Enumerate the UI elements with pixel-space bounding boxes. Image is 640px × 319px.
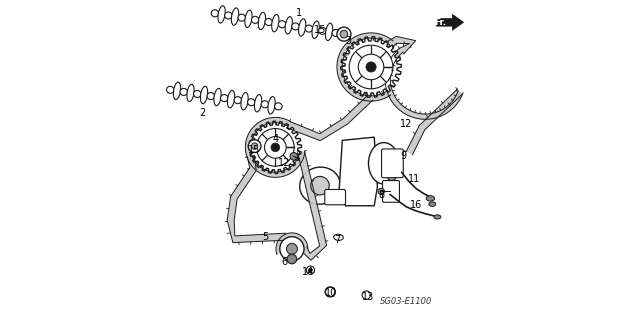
Polygon shape [388,36,416,54]
Ellipse shape [261,101,269,108]
Text: 15: 15 [314,25,326,35]
Text: 15: 15 [248,145,260,155]
Text: 3: 3 [346,36,352,47]
Circle shape [366,62,376,72]
Ellipse shape [193,91,201,98]
Ellipse shape [299,19,306,36]
Ellipse shape [275,103,282,110]
FancyBboxPatch shape [324,189,346,205]
Ellipse shape [238,14,246,21]
Ellipse shape [272,14,279,32]
Polygon shape [287,95,373,141]
Ellipse shape [319,27,326,34]
Ellipse shape [426,196,435,201]
Ellipse shape [218,6,225,23]
Polygon shape [337,33,393,101]
Text: 5: 5 [262,232,269,242]
Ellipse shape [227,91,235,108]
Ellipse shape [312,21,319,38]
Ellipse shape [255,94,262,112]
Text: 4: 4 [272,134,278,144]
Ellipse shape [180,88,188,95]
Polygon shape [339,137,378,206]
Polygon shape [245,117,305,177]
Circle shape [308,268,312,272]
Ellipse shape [187,84,194,102]
Text: 12: 12 [278,158,291,168]
Polygon shape [298,151,326,260]
Ellipse shape [332,29,339,36]
Polygon shape [276,233,308,254]
Circle shape [290,152,298,160]
Circle shape [362,291,371,299]
Ellipse shape [166,86,174,93]
Text: 13: 13 [362,292,374,302]
Ellipse shape [300,167,340,204]
Text: 10: 10 [325,288,337,299]
Polygon shape [340,37,401,97]
Ellipse shape [369,143,399,184]
Ellipse shape [232,8,239,25]
Ellipse shape [211,10,219,17]
Text: 9: 9 [401,151,406,161]
Text: 14: 14 [301,267,314,277]
Ellipse shape [200,86,207,104]
Circle shape [337,27,351,41]
Ellipse shape [285,17,292,34]
Text: Fr.: Fr. [435,18,447,27]
Circle shape [349,45,393,89]
Ellipse shape [333,234,343,241]
FancyBboxPatch shape [381,149,403,178]
Circle shape [311,176,329,195]
Ellipse shape [268,97,275,114]
Ellipse shape [305,25,313,32]
Ellipse shape [173,82,180,100]
Text: 7: 7 [335,235,340,245]
Ellipse shape [248,99,255,106]
Text: 6: 6 [282,257,288,267]
Circle shape [387,172,396,181]
Circle shape [287,243,298,254]
FancyBboxPatch shape [383,181,399,202]
Ellipse shape [207,93,214,100]
Circle shape [280,237,304,261]
Ellipse shape [252,16,259,23]
Ellipse shape [278,21,286,28]
Ellipse shape [234,97,241,104]
Circle shape [248,140,261,152]
Ellipse shape [259,12,266,30]
Polygon shape [406,89,462,155]
Text: 12: 12 [400,119,412,130]
Text: 2: 2 [199,108,205,118]
Text: 11: 11 [408,174,420,184]
Circle shape [358,54,384,80]
Circle shape [340,30,348,38]
Circle shape [287,254,297,264]
Circle shape [252,143,258,149]
Polygon shape [385,48,463,119]
Circle shape [257,129,294,166]
Ellipse shape [265,19,273,26]
Ellipse shape [429,202,436,206]
Ellipse shape [434,215,441,219]
Text: 8: 8 [378,189,384,200]
Text: SG03-E1100: SG03-E1100 [380,297,433,306]
Ellipse shape [221,94,228,102]
Circle shape [378,188,385,195]
Ellipse shape [214,88,221,106]
Ellipse shape [245,10,252,27]
Polygon shape [436,14,463,30]
Circle shape [325,287,335,297]
Ellipse shape [292,23,300,30]
Text: 1: 1 [296,8,302,18]
Polygon shape [227,156,286,243]
Text: 16: 16 [410,200,422,210]
Ellipse shape [241,93,248,110]
Polygon shape [249,121,301,174]
Ellipse shape [225,12,232,19]
Circle shape [264,137,286,158]
Circle shape [307,266,315,274]
Ellipse shape [325,23,333,41]
Circle shape [271,143,280,152]
